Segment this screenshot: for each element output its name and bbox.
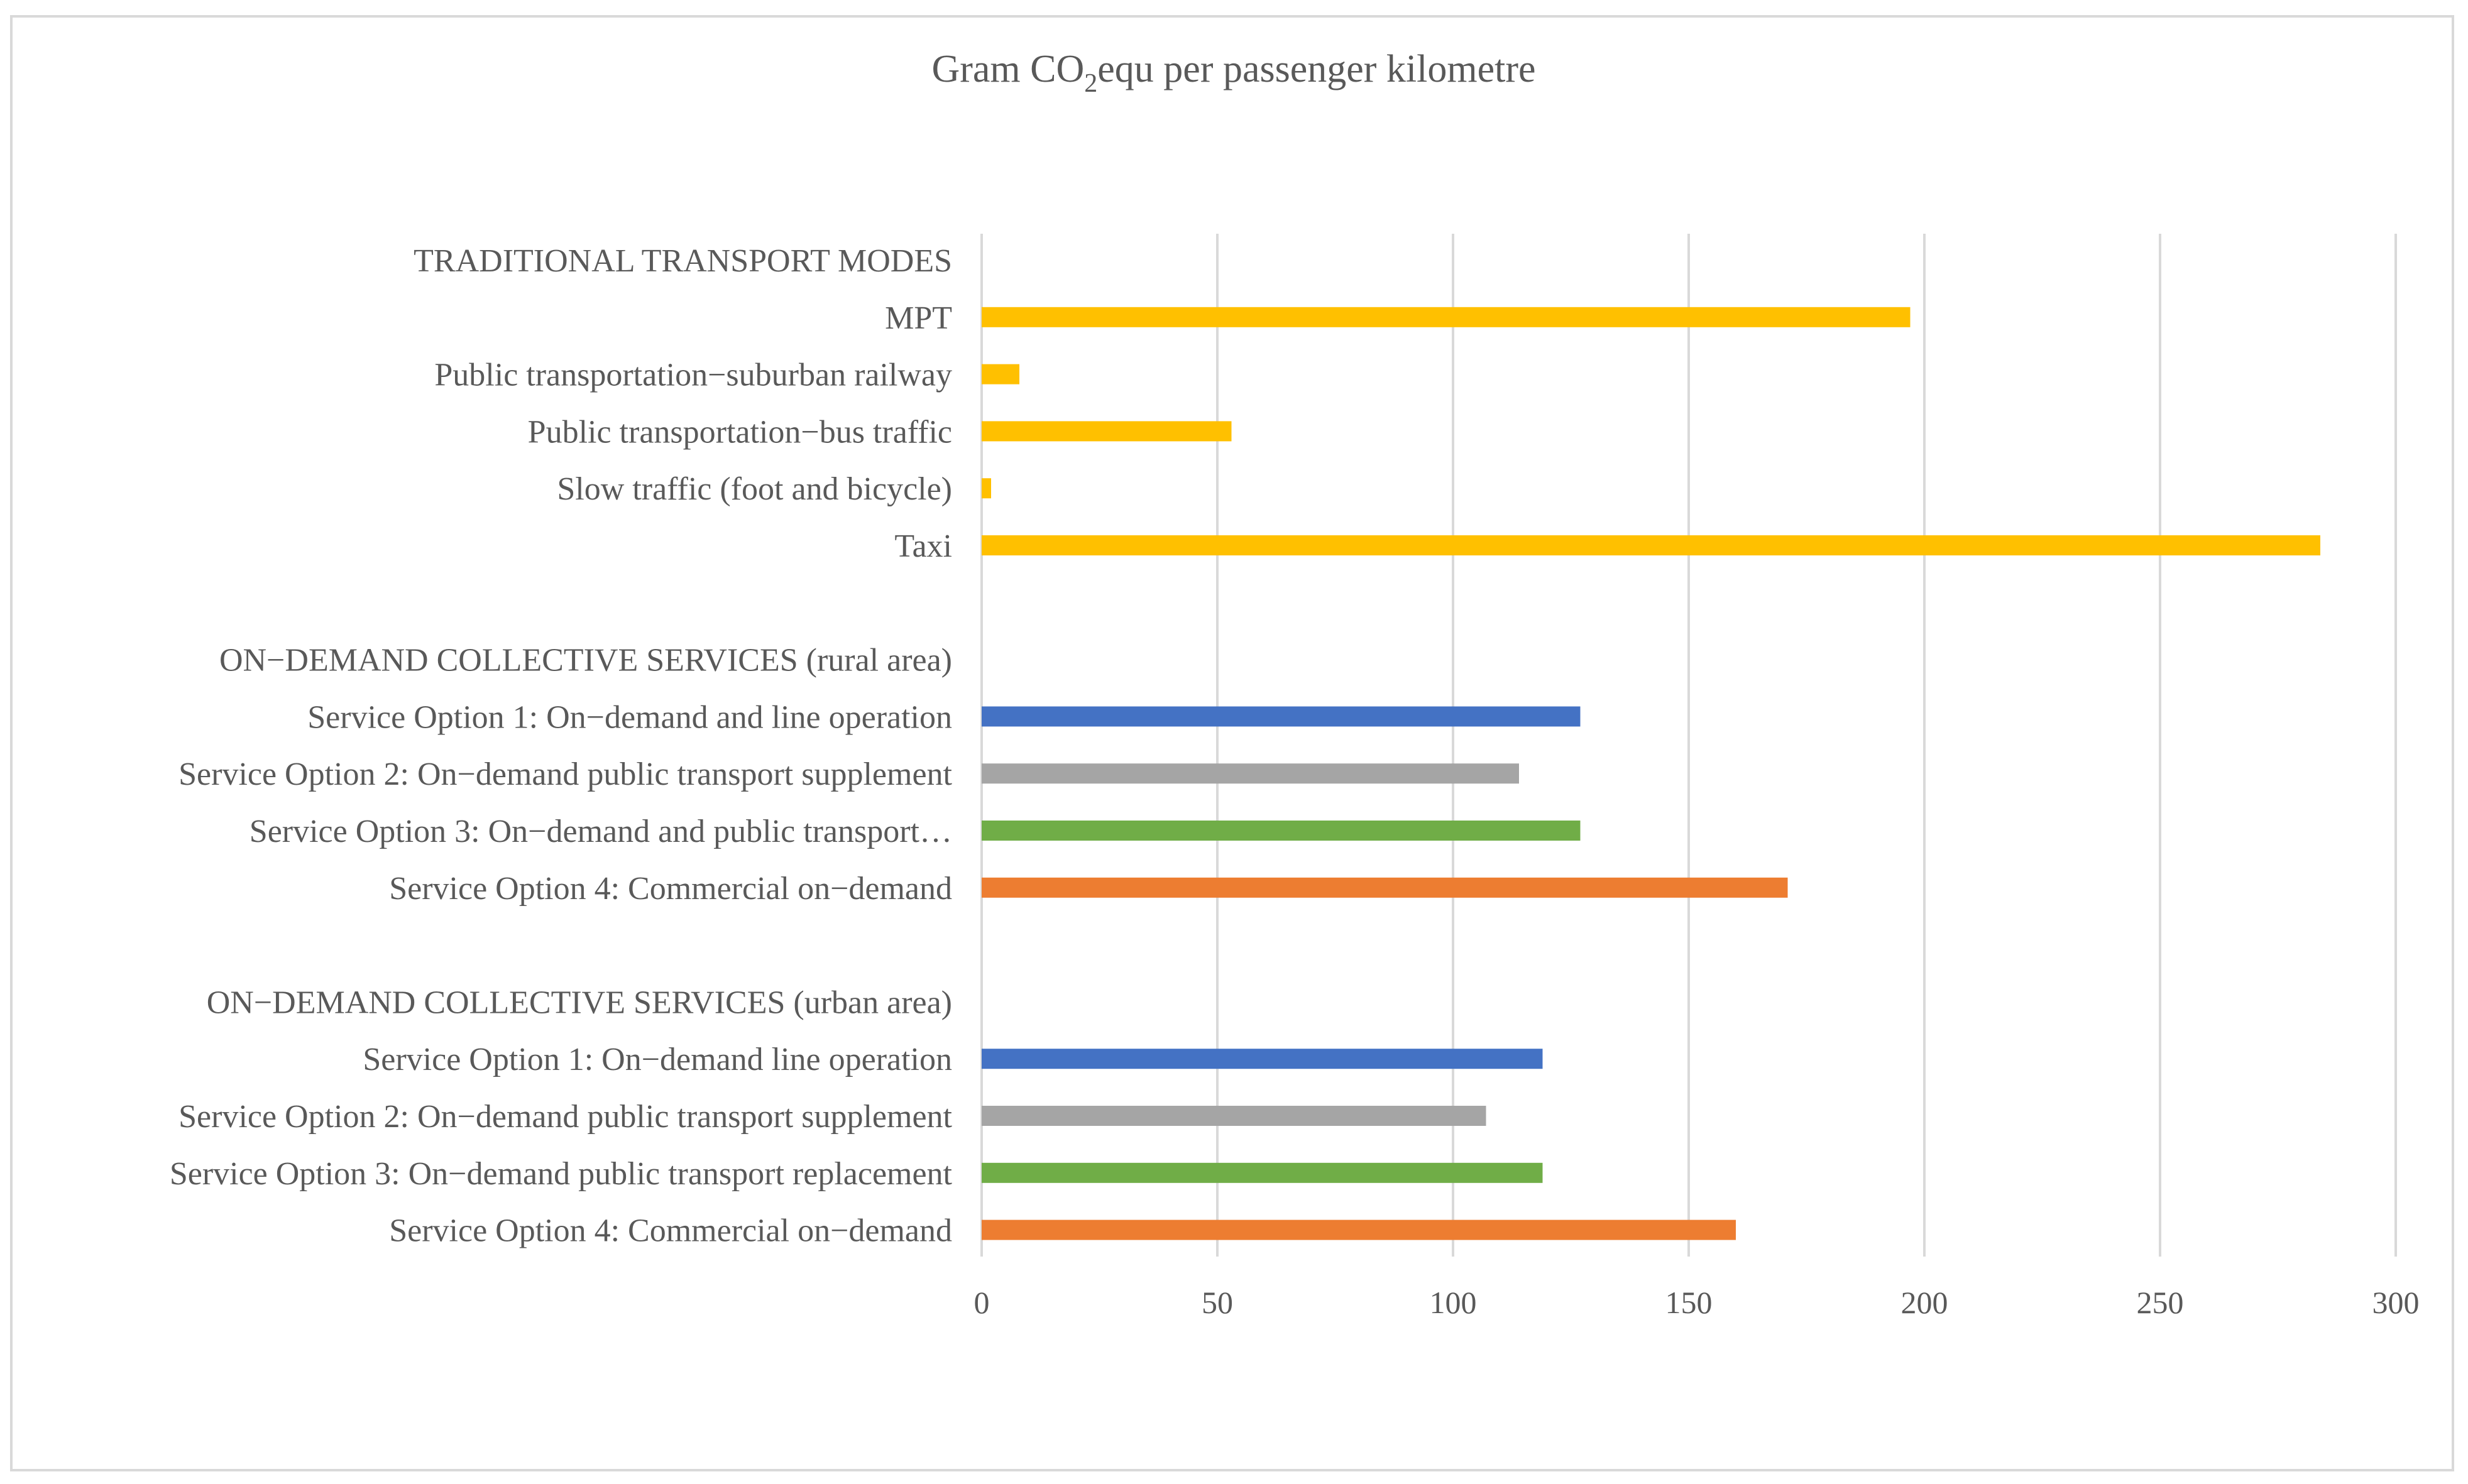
- bar: [982, 478, 991, 499]
- category-label: Service Option 4: Commercial on−demand: [389, 1213, 952, 1249]
- category-labels: TRADITIONAL TRANSPORT MODES MPT Public tra…: [170, 243, 953, 1249]
- x-tick-label: 150: [1665, 1285, 1713, 1320]
- bars: [982, 307, 2320, 1240]
- category-label: MPT: [885, 300, 952, 336]
- bar: [982, 535, 2320, 555]
- bar: [982, 821, 1581, 841]
- x-axis-ticks: 0 50 100 150 200 250 300: [974, 1285, 2420, 1320]
- category-label: ON−DEMAND COLLECTIVE SERVICES (urban are…: [207, 985, 952, 1020]
- chart-title-prefix: Gram CO: [931, 48, 1084, 90]
- category-label: Slow traffic (foot and bicycle): [557, 471, 952, 507]
- x-tick-label: 100: [1430, 1285, 1477, 1320]
- bar: [982, 421, 1232, 442]
- category-label: Public transportation−bus traffic: [528, 414, 952, 450]
- x-tick-label: 250: [2137, 1285, 2184, 1320]
- category-label: Public transportation−suburban railway: [434, 357, 952, 393]
- category-label: Service Option 2: On−demand public trans…: [178, 1099, 952, 1135]
- bar: [982, 706, 1581, 727]
- gridlines: [980, 234, 2397, 1257]
- category-label: Service Option 4: Commercial on−demand: [389, 871, 952, 907]
- bar: [982, 1049, 1543, 1069]
- x-tick-label: 300: [2372, 1285, 2420, 1320]
- category-label: ON−DEMAND COLLECTIVE SERVICES (rural are…: [219, 643, 952, 679]
- category-label: Service Option 3: On−demand public trans…: [170, 1156, 953, 1192]
- category-label: Service Option 1: On−demand and line ope…: [307, 699, 952, 735]
- category-label: TRADITIONAL TRANSPORT MODES: [414, 243, 952, 279]
- bar: [982, 1106, 1486, 1126]
- bar: [982, 307, 1911, 327]
- x-tick-label: 200: [1901, 1285, 1948, 1320]
- category-label: Service Option 3: On−demand and public t…: [250, 814, 952, 849]
- bar: [982, 1162, 1543, 1183]
- category-label: Service Option 1: On−demand line operati…: [363, 1042, 952, 1078]
- chart-title: Gram CO2equ per passenger kilometre: [931, 48, 1535, 98]
- bar: [982, 763, 1519, 784]
- category-label: Service Option 2: On−demand public trans…: [178, 756, 952, 792]
- category-label: Taxi: [894, 528, 952, 564]
- bar: [982, 877, 1788, 898]
- x-tick-label: 0: [974, 1285, 990, 1320]
- bar: [982, 1219, 1736, 1240]
- chart-title-suffix: equ per passenger kilometre: [1097, 48, 1535, 90]
- bar: [982, 364, 1019, 385]
- x-tick-label: 50: [1202, 1285, 1233, 1320]
- chart-title-subscript: 2: [1084, 69, 1097, 98]
